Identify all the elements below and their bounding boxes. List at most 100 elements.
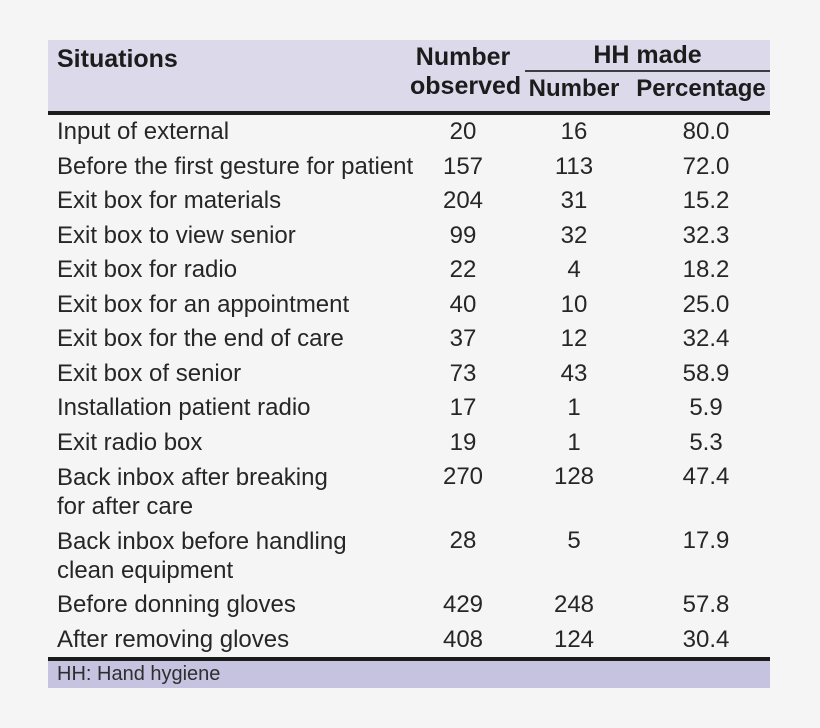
situation-label-line1: After removing gloves [57,625,290,653]
hh-made-percentage: 80.0 [682,118,730,145]
situation-label-line1: Exit box of senior [57,359,242,387]
hh-made-count: 43 [560,359,588,387]
hh-made-percentage: 58.9 [682,359,730,387]
table-row: Back inbox before handling clean equipmen… [48,524,770,588]
situation-label: Before the first gesture for patient [48,150,414,185]
hh-made-count: 1 [567,428,581,456]
situation-label-line1: Back inbox before handling [57,528,347,555]
situation-label-line1: Before the first gesture for patient [57,152,414,180]
hh-made-percentage: 72.0 [682,152,730,180]
observed-count: 17 [449,394,477,421]
situation-label: Exit box to view senior [48,219,410,254]
table-footnote: HH: Hand hygiene [57,663,221,685]
table-row: Exit box for the end of care 37 12 32.4 [48,322,770,357]
table-row: Back inbox after breaking for after care 2… [48,460,770,524]
observed-count: 157 [442,152,484,180]
hh-made-percentage: 57.8 [682,591,730,618]
hh-made-count: 12 [560,325,588,352]
header-situations: Situations [57,45,178,73]
observed-count: 22 [449,256,477,283]
hand-hygiene-table: Situations Number observed HH made Numbe… [48,40,770,688]
hh-made-percentage: 5.9 [689,394,723,421]
table-row: Exit radio box 19 1 5.3 [48,426,770,461]
situation-label: Before donning gloves [48,588,410,623]
table-row: Before the first gesture for patient 157 1… [48,150,770,185]
observed-count: 204 [442,187,484,214]
header-hh-number: Number [528,75,620,102]
hh-made-count: 1 [567,394,581,421]
hh-made-count: 32 [560,221,588,249]
situation-label: Exit box for the end of care [48,322,410,357]
hh-made-count: 10 [560,290,588,318]
table-row: Exit box for materials 204 31 15.2 [48,184,770,219]
table-body: Input of external 20 16 80.0 Before the firs… [48,115,770,657]
observed-count: 99 [449,221,477,249]
situation-label: Input of external [48,115,410,150]
situation-label-line1: Exit box for materials [57,187,282,214]
situation-label: Back inbox after breaking for after care [48,460,410,524]
situation-label-line1: Exit box for radio [57,256,238,283]
hh-made-percentage: 47.4 [682,463,730,490]
hh-made-count: 31 [560,187,588,214]
hh-made-percentage: 25.0 [682,290,730,318]
observed-count: 19 [449,428,477,456]
hh-made-count: 16 [560,118,588,145]
hh-made-percentage: 5.3 [689,428,723,456]
situation-label: Exit box for radio [48,253,410,288]
situation-label: Exit box for an appointment [48,288,410,323]
observed-count: 37 [449,325,477,352]
situation-label-line1: Exit radio box [57,428,203,456]
table-row: Exit box of senior 73 43 58.9 [48,357,770,392]
hh-made-percentage: 18.2 [682,256,730,283]
header-hh-made-group: HH made Number Percentage [516,40,770,111]
situation-label: After removing gloves [48,623,410,658]
situation-label-line2: for after care [57,493,194,520]
header-number-observed-line1: Number [415,43,511,71]
hh-made-count: 113 [554,152,594,180]
situation-label-line1: Exit box for the end of care [57,325,344,352]
situation-label-line1: Before donning gloves [57,591,296,618]
situation-label: Exit radio box [48,426,410,461]
table-header: Situations Number observed HH made Numbe… [48,40,770,115]
table-row: Exit box to view senior 99 32 32.3 [48,219,770,254]
header-hh-percentage: Percentage [636,75,766,102]
hh-made-percentage: 15.2 [682,187,730,214]
table-row: Installation patient radio 17 1 5.9 [48,391,770,426]
situation-label-line1: Exit box to view senior [57,221,296,249]
observed-count: 40 [449,290,477,318]
hh-made-percentage: 32.3 [682,221,730,249]
situation-label: Installation patient radio [48,391,410,426]
hh-made-count: 124 [553,625,595,653]
situation-label-line1: Input of external [57,118,230,145]
situation-label: Exit box for materials [48,184,410,219]
situation-label: Back inbox before handling clean equipmen… [48,524,410,588]
table-row: Exit box for radio 22 4 18.2 [48,253,770,288]
table-row: After removing gloves 408 124 30.4 [48,623,770,658]
hh-made-count: 4 [567,256,581,283]
observed-count: 28 [449,527,477,554]
hh-made-count: 5 [567,527,581,554]
hh-made-count: 248 [553,591,595,618]
situation-label-line1: Exit box for an appointment [57,290,350,318]
hh-made-percentage: 32.4 [682,325,730,352]
observed-count: 408 [442,625,484,653]
table-row: Input of external 20 16 80.0 [48,115,770,150]
observed-count: 20 [449,118,477,145]
situation-label-line1: Installation patient radio [57,394,311,421]
hh-made-percentage: 17.9 [682,527,730,554]
header-hh-made: HH made [525,40,770,72]
situation-label-line1: Back inbox after breaking [57,464,328,491]
table-row: Before donning gloves 429 248 57.8 [48,588,770,623]
observed-count: 429 [442,591,484,618]
hh-made-percentage: 30.4 [682,625,730,653]
situation-label: Exit box of senior [48,357,410,392]
observed-count: 73 [449,359,477,387]
table-footnote-bar: HH: Hand hygiene [48,657,770,688]
header-number-observed: Number observed [410,40,522,111]
header-number-observed-line2: observed [410,72,522,100]
table-row: Exit box for an appointment 40 10 25.0 [48,288,770,323]
hh-made-count: 128 [553,463,595,490]
observed-count: 270 [442,463,484,490]
situation-label-line2: clean equipment [57,557,234,584]
